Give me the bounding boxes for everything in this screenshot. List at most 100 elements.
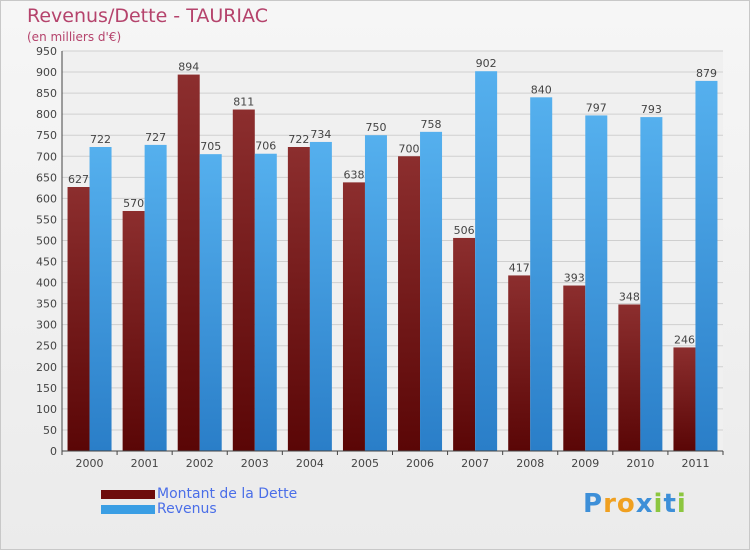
data-label: 793 — [641, 103, 662, 116]
x-tick-label: 2003 — [241, 457, 269, 470]
chart-subtitle: (en milliers d'€) — [27, 30, 122, 44]
bar-revenus — [309, 141, 332, 451]
bar-revenus — [695, 80, 718, 451]
data-label: 705 — [200, 140, 221, 153]
bar-revenus — [89, 147, 112, 451]
y-tick-label: 700 — [36, 150, 57, 163]
axes: 0 50 100 150 200 250 300 350 400 450 500 550 600 650 7… — [36, 45, 724, 470]
proxiti-logo: Proxiti — [583, 489, 687, 519]
x-tick-label: 2006 — [406, 457, 434, 470]
data-label: 758 — [421, 118, 442, 131]
bar-dette — [398, 156, 421, 451]
x-tick-label: 2009 — [571, 457, 599, 470]
bar-dette — [508, 275, 531, 451]
data-label: 417 — [509, 261, 530, 274]
data-label: 506 — [454, 224, 475, 237]
x-tick-label: 2004 — [296, 457, 324, 470]
logo-letter: x — [635, 489, 654, 519]
y-tick-label: 950 — [36, 45, 57, 58]
y-tick-label: 900 — [36, 66, 57, 79]
data-label: 393 — [564, 272, 585, 285]
data-label: 348 — [619, 290, 640, 303]
bar-dette — [342, 182, 365, 452]
data-label: 722 — [90, 133, 111, 146]
data-label: 750 — [365, 121, 386, 134]
bar-revenus — [199, 154, 222, 451]
plot-area — [62, 51, 723, 451]
x-tick-label: 2011 — [681, 457, 709, 470]
x-tick-label: 2010 — [626, 457, 654, 470]
bar-dette — [177, 74, 200, 451]
y-tick-label: 100 — [36, 403, 57, 416]
data-label: 706 — [255, 140, 276, 153]
legend-swatch-dette — [101, 490, 155, 499]
data-label: 627 — [68, 173, 89, 186]
logo-letter: t — [663, 489, 677, 519]
y-tick-label: 800 — [36, 108, 57, 121]
bar-dette — [453, 237, 476, 451]
legend-label-dette: Montant de la Dette — [157, 486, 298, 502]
logo-letter: i — [676, 489, 687, 519]
y-tick-label: 450 — [36, 256, 57, 269]
y-tick-label: 400 — [36, 277, 57, 290]
bar-revenus — [364, 135, 387, 452]
bar-revenus — [640, 117, 663, 452]
x-tick-label: 2005 — [351, 457, 379, 470]
bar-revenus — [420, 131, 443, 451]
bar-dette — [287, 147, 310, 451]
y-tick-label: 200 — [36, 361, 57, 374]
logo-letter: o — [616, 489, 636, 519]
grid — [62, 50, 723, 452]
legend-label-revenus: Revenus — [157, 501, 217, 517]
y-tick-label: 850 — [36, 87, 57, 100]
logo-letter: i — [653, 489, 664, 519]
data-label: 840 — [531, 83, 552, 96]
bar-revenus — [530, 97, 553, 451]
y-tick-label: 250 — [36, 340, 57, 353]
y-tick-label: 150 — [36, 382, 57, 395]
bar-dette — [67, 187, 90, 451]
bars — [67, 71, 718, 452]
bar-revenus — [585, 115, 608, 451]
y-tick-label: 300 — [36, 319, 57, 332]
y-tick-label: 650 — [36, 171, 57, 184]
data-label: 902 — [476, 57, 497, 70]
data-label: 727 — [145, 131, 166, 144]
data-label: 797 — [586, 101, 607, 114]
bar-dette — [563, 285, 586, 451]
bar-dette — [673, 347, 696, 451]
x-tick-label: 2007 — [461, 457, 489, 470]
bar-dette — [618, 304, 641, 451]
logo-letter: r — [603, 489, 617, 519]
data-label: 894 — [178, 61, 199, 74]
bar-revenus — [144, 144, 167, 452]
data-label: 879 — [696, 67, 717, 80]
chart-title: Revenus/Dette - TAURIAC — [27, 5, 268, 27]
logo-letter: P — [583, 489, 604, 519]
x-tick-label: 2000 — [76, 457, 104, 470]
data-label: 811 — [233, 96, 254, 109]
data-label: 570 — [123, 197, 144, 210]
bar-revenus — [254, 153, 277, 451]
data-label: 638 — [343, 168, 364, 181]
data-label: 722 — [288, 133, 309, 146]
data-label: 700 — [399, 142, 420, 155]
y-tick-label: 0 — [50, 445, 57, 458]
x-tick-label: 2002 — [186, 457, 214, 470]
y-tick-label: 750 — [36, 129, 57, 142]
bar-revenus — [475, 71, 498, 452]
bar-dette — [122, 211, 145, 451]
bar-dette — [232, 109, 255, 452]
data-label: 734 — [310, 128, 331, 141]
y-tick-label: 50 — [43, 424, 57, 437]
y-tick-label: 550 — [36, 213, 57, 226]
y-tick-label: 600 — [36, 192, 57, 205]
legend-swatch-revenus — [101, 505, 155, 514]
y-tick-label: 350 — [36, 298, 57, 311]
y-tick-label: 500 — [36, 234, 57, 247]
x-tick-label: 2008 — [516, 457, 544, 470]
data-label: 246 — [674, 333, 695, 346]
